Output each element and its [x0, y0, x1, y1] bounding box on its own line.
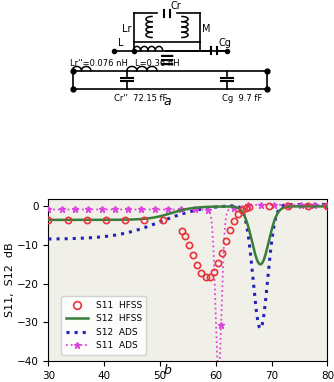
Text: b: b — [163, 364, 171, 377]
Text: Cg  9.7 fF: Cg 9.7 fF — [222, 94, 263, 103]
Text: Lr: Lr — [123, 24, 132, 34]
Text: Cr''  72.15 fF: Cr'' 72.15 fF — [114, 94, 167, 103]
Text: Lr''=0.076 nH: Lr''=0.076 nH — [70, 59, 128, 68]
Text: Cr: Cr — [170, 1, 181, 11]
Legend: S11  HFSS, S12  HFSS, S12  ADS, S11  ADS: S11 HFSS, S12 HFSS, S12 ADS, S11 ADS — [61, 296, 146, 355]
Text: Cg: Cg — [219, 38, 232, 48]
Text: L=0.36 nH: L=0.36 nH — [135, 59, 180, 68]
Text: a: a — [163, 95, 171, 108]
Text: M: M — [202, 24, 210, 34]
Text: ≡: ≡ — [159, 51, 175, 70]
Y-axis label: S11,  S12  dB: S11, S12 dB — [5, 243, 15, 317]
Text: L: L — [118, 38, 124, 48]
